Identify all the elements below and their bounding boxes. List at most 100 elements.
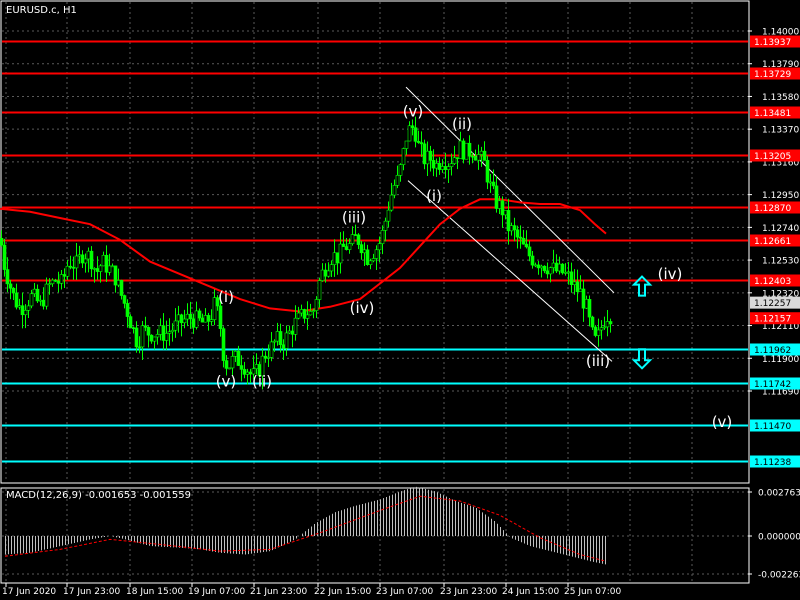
- candle-body: [164, 333, 169, 341]
- candle-body: [383, 220, 388, 231]
- candle-body: [269, 341, 274, 358]
- x-tick-label: 25 Jun 07:00: [564, 587, 621, 597]
- level-price-tag: [750, 149, 800, 162]
- candle-body: [557, 263, 562, 272]
- level-price-label: 1.11238: [754, 458, 791, 468]
- candle-body: [134, 327, 139, 348]
- candle-body: [506, 210, 511, 232]
- ma-line: [0, 198, 607, 313]
- candle-body: [437, 163, 442, 170]
- level-price-tag: [750, 377, 800, 390]
- candle-body: [278, 331, 283, 346]
- candle-body: [2, 244, 7, 270]
- candle-body: [443, 166, 448, 170]
- candle-body: [551, 262, 556, 268]
- candle-body: [482, 150, 487, 161]
- price-axis: 1.14000 1.13790 1.13580 1.13370 1.13160 1.129…: [748, 28, 800, 468]
- wave-label: (v): [216, 372, 237, 390]
- candle-body: [419, 142, 424, 145]
- wave-label: (v): [403, 103, 424, 121]
- channel-line[interactable]: [405, 86, 615, 294]
- wave-label: (iv): [658, 265, 683, 283]
- candle-body: [560, 263, 565, 274]
- candle-body: [329, 264, 334, 272]
- candle-body: [410, 125, 415, 128]
- channel-line[interactable]: [407, 180, 613, 362]
- candle-body: [452, 157, 457, 164]
- level-price-label: 1.13481: [754, 109, 791, 119]
- wave-labels: (i) (v) (ii) (iii) (iv) (v) (ii) (i) (iii) (iv) (v…: [216, 103, 733, 431]
- candle-body: [422, 143, 427, 165]
- candle-body: [521, 237, 526, 245]
- candle-body: [71, 267, 76, 269]
- candle-body: [605, 321, 610, 328]
- y-tick-label: 1.12110: [762, 322, 799, 332]
- candle-body: [221, 328, 226, 361]
- candle-body: [542, 265, 547, 272]
- candle-body: [413, 127, 418, 142]
- candle-body: [260, 355, 265, 377]
- candle-body: [254, 364, 259, 370]
- candle-body: [59, 274, 64, 284]
- candle-body: [110, 265, 115, 268]
- macd-tick-label: -0.002263: [758, 571, 800, 581]
- candle-body: [407, 125, 412, 142]
- candle-body: [446, 166, 451, 170]
- trend-channel[interactable]: [405, 86, 615, 362]
- level-price-label: 1.13729: [754, 70, 791, 80]
- candle-body: [95, 268, 100, 272]
- current-price-tag: [750, 312, 800, 325]
- level-price-label: 1.12661: [754, 237, 791, 247]
- candle-body: [155, 334, 160, 338]
- candle-body: [230, 356, 235, 369]
- moving-average: [0, 198, 607, 313]
- level-price-label: 1.13937: [754, 38, 791, 48]
- macd-signal-line: [4, 495, 607, 562]
- level-price-label: 1.13205: [754, 152, 791, 162]
- candle-body: [347, 243, 352, 250]
- candle-body: [98, 265, 103, 272]
- candle-body: [434, 163, 439, 169]
- time-axis: 17 Jun 2020 17 Jun 23:00 18 Jun 15:00 19 Ju…: [2, 583, 621, 597]
- candle-body: [284, 332, 289, 349]
- candle-body: [578, 288, 583, 292]
- candle-body: [353, 234, 358, 236]
- candle-body: [251, 368, 256, 375]
- candle-body: [587, 299, 592, 318]
- candle-body: [371, 258, 376, 262]
- candle-body: [554, 262, 559, 272]
- current-price-label: 1.12157: [754, 315, 791, 325]
- candle-body: [323, 269, 328, 277]
- arrow-down-icon: [631, 348, 653, 370]
- current-price-label: 1.12257: [754, 299, 791, 309]
- candle-body: [47, 283, 52, 286]
- candle-body: [50, 279, 55, 285]
- arrow-up-icon: [631, 275, 653, 297]
- macd-panel: 0.002763 0.000000 -0.002263: [4, 486, 800, 581]
- x-tick-label: 17 Jun 2020: [2, 587, 56, 597]
- x-tick-label: 18 Jun 15:00: [126, 587, 183, 597]
- candle-body: [581, 288, 586, 309]
- candle-body: [275, 331, 280, 342]
- candle-body: [92, 268, 97, 270]
- y-tick-label: 1.13790: [762, 60, 799, 70]
- candle-body: [176, 314, 181, 322]
- candle-body: [185, 313, 190, 320]
- candle-body: [467, 142, 472, 157]
- candle-body: [86, 250, 91, 260]
- candle-body: [299, 309, 304, 314]
- candle-body: [536, 264, 541, 269]
- candle-body: [191, 318, 196, 328]
- candle-body: [416, 141, 421, 143]
- candle-body: [326, 270, 331, 277]
- candle-body: [428, 150, 433, 161]
- candle-body: [158, 325, 163, 335]
- candle-body: [488, 181, 493, 184]
- candle-body: [170, 329, 175, 333]
- level-price-tag: [750, 419, 800, 432]
- candle-body: [503, 210, 508, 216]
- horizontal-levels[interactable]: [2, 40, 748, 463]
- candle-body: [473, 156, 478, 161]
